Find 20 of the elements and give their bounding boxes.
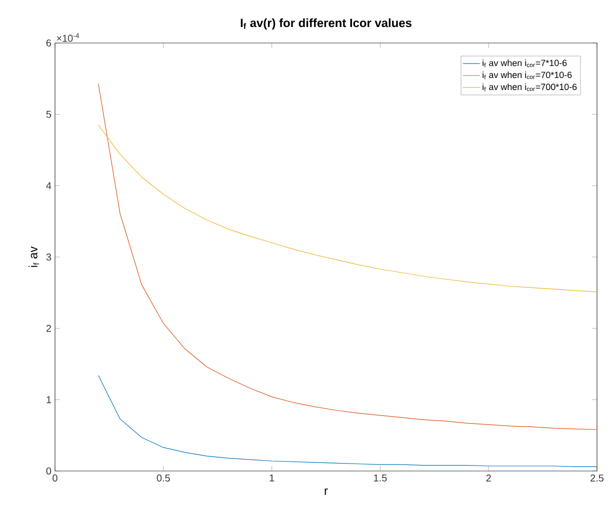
x-tick-label: 2 — [486, 474, 491, 482]
x-tick-label: 2.5 — [590, 474, 604, 482]
y-tick-label: 0 — [46, 467, 52, 475]
y-tick-label: 2 — [46, 324, 51, 332]
legend-label: i$_{f}$ av when i$_{cor}$=700*10-6 — [482, 83, 577, 92]
y-axis-title: i$_{f}$ av — [28, 246, 40, 267]
x-tick-label: 0.5 — [156, 474, 170, 482]
y-tick-label: 4 — [46, 182, 52, 190]
y-tick-label: 1 — [46, 396, 51, 404]
y-tick-label: 5 — [46, 110, 52, 118]
x-tick-label: 1 — [270, 474, 274, 482]
legend-label: i$_{f}$ av when i$_{cor}$=70*10-6 — [482, 71, 572, 80]
y-tick-label: 3 — [46, 253, 52, 261]
legend-label: i$_{f}$ av when i$_{cor}$=7*10-6 — [482, 60, 567, 68]
x-axis-title: r — [324, 488, 328, 495]
y-tick-label: 6 — [46, 39, 52, 47]
x-tick-label: 1.5 — [374, 474, 387, 482]
chart-title: I$_{f}$ av(r) for different Icor values — [240, 18, 412, 30]
x-tick-label: 0 — [52, 474, 58, 482]
text: ×10$^{-4}$ — [56, 33, 80, 42]
